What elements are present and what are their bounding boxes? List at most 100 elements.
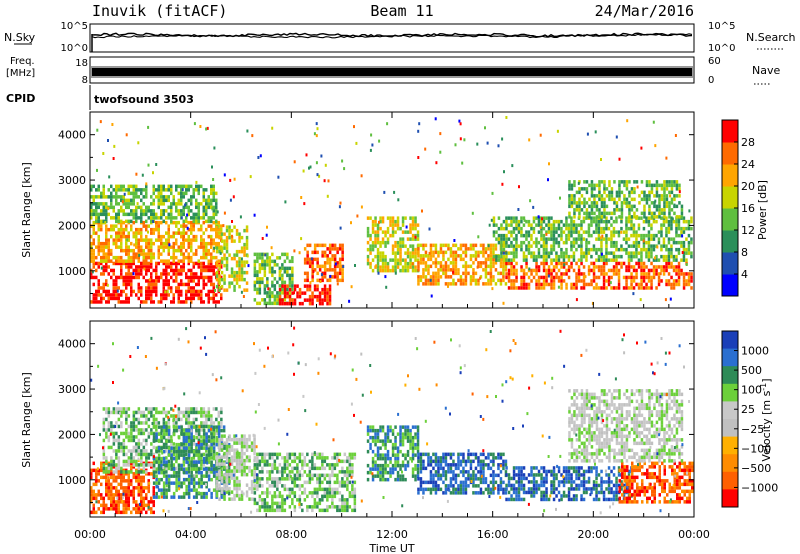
- echo-cell: [165, 421, 168, 425]
- echo-cell: [132, 195, 135, 199]
- echo-cell: [175, 470, 178, 475]
- echo-cell: [570, 247, 573, 252]
- echo-cell: [592, 275, 596, 280]
- echo-cell: [530, 268, 533, 273]
- echo-cell: [167, 198, 170, 203]
- echo-cell: [580, 286, 583, 290]
- echo-cell: [97, 227, 100, 232]
- echo-cell: [200, 407, 203, 411]
- echo-cell: [411, 268, 415, 273]
- echo-cell: [240, 270, 244, 275]
- echo-cell: [142, 202, 145, 206]
- echo-cell: [235, 253, 239, 257]
- echo-cell: [381, 237, 385, 241]
- echo-cell: [142, 300, 145, 304]
- echo-cell: [552, 268, 556, 273]
- echo-cell: [610, 223, 613, 227]
- echo-cell: [162, 417, 166, 422]
- echo-cell: [202, 212, 205, 217]
- echo-cell: [95, 216, 98, 220]
- echo-cell: [130, 470, 133, 474]
- echo-cell: [92, 482, 95, 487]
- echo-cell: [140, 261, 143, 266]
- echo-cell: [585, 258, 588, 262]
- echo-cell: [457, 278, 460, 283]
- echo-cell: [192, 438, 196, 443]
- echo-cell: [263, 287, 267, 292]
- echo-cell: [102, 421, 106, 425]
- echo-cell: [316, 298, 319, 302]
- echo-cell: [190, 231, 193, 235]
- echo-cell: [313, 268, 317, 272]
- echo-cell: [660, 211, 664, 216]
- echo-cell: [627, 275, 631, 280]
- echo-cell: [542, 282, 546, 287]
- echo-cell: [90, 202, 93, 206]
- echo-cell: [552, 223, 556, 227]
- echo-cell: [195, 410, 198, 415]
- echo-cell: [491, 191, 494, 195]
- echo-cell: [122, 212, 125, 217]
- echo-cell: [497, 237, 501, 241]
- echo-cell: [215, 202, 218, 206]
- echo-cell: [223, 239, 226, 243]
- echo-cell: [411, 226, 415, 231]
- echo-cell: [522, 279, 526, 283]
- echo-cell: [200, 268, 203, 273]
- echo-cell: [500, 247, 503, 252]
- echo-cell: [555, 275, 558, 280]
- echo-cell: [427, 268, 430, 272]
- echo-cell: [190, 272, 193, 276]
- echo-cell: [510, 223, 513, 227]
- echo-cell: [667, 237, 671, 241]
- echo-cell: [288, 266, 292, 271]
- echo-cell: [137, 472, 140, 476]
- echo-cell: [160, 191, 163, 196]
- echo-cell: [202, 248, 205, 253]
- echo-cell: [155, 289, 158, 294]
- echo-cell: [206, 126, 209, 130]
- echo-cell: [112, 496, 115, 501]
- echo-cell: [515, 251, 518, 255]
- echo-cell: [598, 180, 601, 184]
- echo-cell: [115, 259, 118, 263]
- echo-cell: [92, 195, 95, 199]
- echo-cell: [95, 255, 98, 260]
- echo-cell: [127, 191, 130, 196]
- echo-cell: [469, 275, 473, 279]
- echo-cell: [504, 264, 508, 269]
- echo-cell: [479, 264, 483, 269]
- echo-cell: [97, 212, 100, 217]
- echo-cell: [500, 240, 503, 245]
- echo-cell: [381, 265, 385, 269]
- echo-cell: [110, 466, 113, 471]
- echo-cell: [162, 202, 165, 206]
- echo-cell: [308, 294, 312, 299]
- echo-cell: [567, 254, 571, 259]
- echo-cell: [261, 277, 264, 281]
- echo-cell: [150, 209, 153, 213]
- echo-cell: [396, 251, 400, 255]
- echo-cell: [135, 172, 138, 176]
- echo-cell: [145, 438, 148, 443]
- echo-cell: [321, 264, 324, 269]
- echo-cell: [494, 247, 498, 251]
- echo-cell: [541, 217, 544, 221]
- echo-cell: [444, 282, 448, 286]
- echo-cell: [132, 410, 136, 415]
- echo-cell: [682, 286, 686, 290]
- echo-cell: [130, 282, 133, 287]
- echo-cell: [205, 209, 208, 213]
- echo-cell: [240, 267, 244, 271]
- echo-cell: [578, 204, 581, 209]
- echo-cell: [215, 232, 219, 236]
- echo-cell: [123, 192, 126, 196]
- echo-cell: [342, 265, 345, 268]
- echo-cell: [152, 286, 155, 290]
- echo-cell: [125, 279, 128, 283]
- echo-cell: [145, 227, 148, 232]
- echo-cell: [592, 230, 596, 234]
- echo-cell: [197, 410, 201, 415]
- echo-cell: [192, 456, 196, 460]
- echo-cell: [117, 466, 121, 471]
